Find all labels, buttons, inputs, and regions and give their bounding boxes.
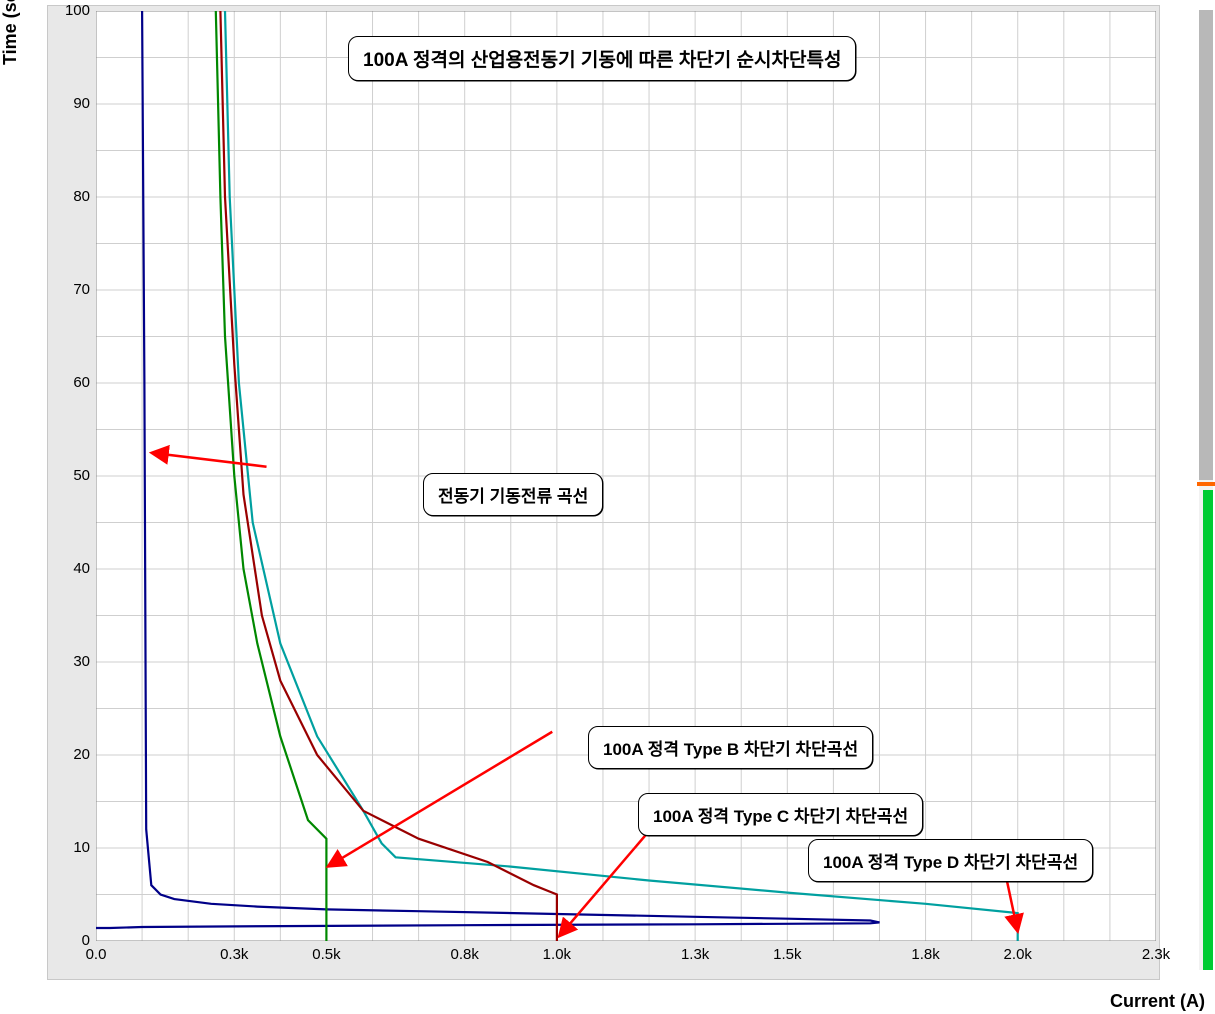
- plot-area: +y +x -y 100A 정격의 산업용전동기 기동에 따른 차단기 순시차단…: [47, 5, 1160, 980]
- y-tick: 80: [56, 188, 90, 205]
- y-tick: 50: [56, 467, 90, 484]
- y-tick: 90: [56, 95, 90, 112]
- y-axis-label: Time (sec): [0, 0, 21, 65]
- x-tick: 0.3k: [220, 946, 248, 963]
- side-scrollbar-thumb-grey[interactable]: [1199, 10, 1213, 480]
- x-tick: 2.3k: [1142, 946, 1170, 963]
- side-scrollbar-thumb-green[interactable]: [1203, 490, 1213, 970]
- side-scrollbar-marker: [1197, 482, 1215, 486]
- x-tick: 1.5k: [773, 946, 801, 963]
- y-tick: 30: [56, 653, 90, 670]
- y-tick: 20: [56, 746, 90, 763]
- chart-container: Time (sec) Current (A) +y +x -y 100A 정격의…: [0, 0, 1215, 1014]
- x-tick: 1.3k: [681, 946, 709, 963]
- y-tick: 100: [56, 2, 90, 19]
- chart-svg: [96, 11, 1156, 941]
- x-tick: 0.5k: [312, 946, 340, 963]
- label-motor-curve: 전동기 기동전류 곡선: [423, 473, 603, 516]
- x-axis-label: Current (A): [1110, 991, 1205, 1012]
- label-typeB: 100A 정격 Type B 차단기 차단곡선: [588, 726, 873, 769]
- x-tick: 1.0k: [543, 946, 571, 963]
- y-tick: 70: [56, 281, 90, 298]
- label-typeC: 100A 정격 Type C 차단기 차단곡선: [638, 793, 923, 836]
- y-tick: 40: [56, 560, 90, 577]
- x-tick: 1.8k: [911, 946, 939, 963]
- y-tick: 10: [56, 839, 90, 856]
- label-typeD: 100A 정격 Type D 차단기 차단곡선: [808, 839, 1093, 882]
- chart-inner: [96, 11, 1156, 941]
- x-tick: 0.8k: [451, 946, 479, 963]
- y-tick: 60: [56, 374, 90, 391]
- chart-title: 100A 정격의 산업용전동기 기동에 따른 차단기 순시차단특성: [348, 36, 856, 81]
- x-tick: 0.0: [86, 946, 107, 963]
- x-tick: 2.0k: [1004, 946, 1032, 963]
